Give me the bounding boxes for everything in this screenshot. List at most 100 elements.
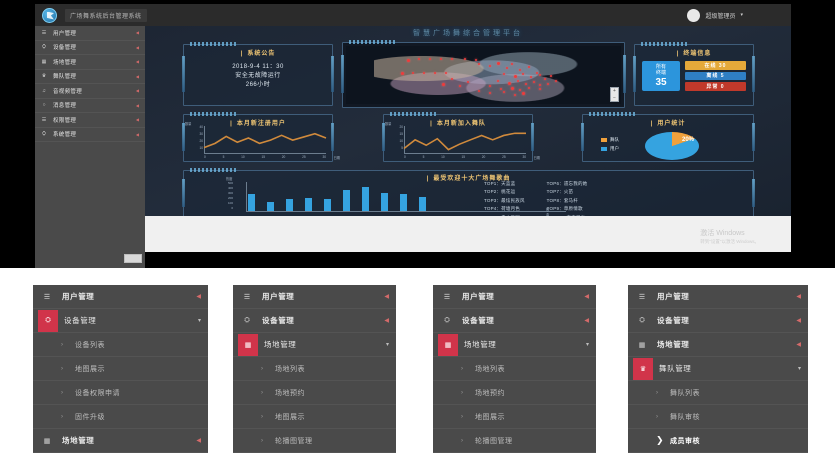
sidebar-item-3[interactable]: ▦ 场地管理 ◀ — [35, 55, 145, 70]
chevron-left-icon[interactable]: ◀ — [796, 294, 801, 300]
user-menu[interactable]: 超级管理员 ▾ — [687, 8, 743, 22]
panel-china-map[interactable]: + − — [341, 40, 626, 108]
submenu-item-6[interactable]: › 地图展示 — [433, 405, 596, 429]
chevron-down-icon[interactable]: ▾ — [197, 318, 201, 324]
line-series — [404, 130, 526, 154]
y-tick: 200 — [228, 195, 234, 200]
map-marker — [508, 81, 512, 85]
sidebar-item-4[interactable]: ♛ 舞队管理 ◀ — [35, 70, 145, 84]
bar-TOP7 — [362, 186, 369, 211]
y-axis-ticks: 20 15 10 5 — [388, 125, 403, 150]
submenu-item-5[interactable]: › 舞队列表 — [628, 381, 808, 405]
chevron-left-icon[interactable]: ◀ — [384, 294, 389, 300]
submenu-item-5[interactable]: › 场地预约 — [233, 381, 396, 405]
chevron-left-icon[interactable]: ◀ — [796, 318, 801, 324]
chevron-left-icon[interactable]: ◀ — [584, 294, 589, 300]
chevron-down-icon[interactable]: ▾ — [797, 366, 801, 372]
ranking-column-right: TOP6：遗忘我的她 TOP7：火苗 TOP8：套马杆 TOP9：草原情歌 TOP10：… — [547, 181, 588, 216]
submenu-item-5[interactable]: › 场地预约 — [433, 381, 596, 405]
submenu-item-6[interactable]: › 地图展示 — [233, 405, 396, 429]
map-zoom-out-button[interactable]: − — [613, 95, 616, 101]
y-tick: 400 — [228, 185, 234, 190]
submenu-item-6[interactable]: › 舞队审核 — [628, 405, 808, 429]
bar-TOP8 — [381, 193, 388, 211]
chevron-left-icon[interactable]: ◀ — [196, 438, 201, 444]
terminal-status-3: 异常 0 — [685, 82, 746, 91]
chevron-left-icon[interactable]: ◀ — [135, 44, 139, 50]
chevron-left-icon[interactable]: ◀ — [135, 73, 139, 79]
submenu-item-5[interactable]: › 设备权限申请 — [33, 381, 208, 405]
sidebar-item-2[interactable]: ⛭ 设备管理 ◀ — [35, 41, 145, 55]
y-axis-ticks: 500 400 300 200 100 0 — [228, 181, 234, 210]
title-marker: | — [430, 121, 433, 127]
map-zoom-control[interactable]: + − — [610, 87, 619, 102]
y-tick: 500 — [228, 181, 234, 185]
card-team: ☰ 用户管理 ◀ ⛭ 设备管理 ◀ ▦ 场地管理 ◀ ♛ 舞队管理 ▾ › 舞队列表 › 舞队审核 ❯ 成员审核 — [628, 285, 808, 453]
submenu-item-6[interactable]: › 固件升级 — [33, 405, 208, 429]
menu-item-4[interactable]: ♛ 舞队管理 ▾ — [628, 357, 808, 381]
submenu-item-label: 场地列表 — [275, 365, 305, 373]
chevron-left-icon[interactable]: ◀ — [135, 117, 139, 123]
chevron-left-icon[interactable]: ◀ — [384, 318, 389, 324]
submenu-item-7[interactable]: › 轮播图管理 — [233, 429, 396, 453]
menu-item-2[interactable]: ⛭ 设备管理 ◀ — [433, 309, 596, 333]
submenu-item-7[interactable]: ❯ 成员审核 — [628, 429, 808, 453]
map-marker — [489, 85, 491, 88]
panel-title-terminal: | 终端信息 — [676, 51, 712, 57]
sidebar-item-5[interactable]: ♫ 音视频管理 ◀ — [35, 84, 145, 99]
ranking-item: TOP7：火苗 — [546, 189, 574, 195]
map-marker — [544, 77, 546, 80]
map-canvas[interactable] — [346, 46, 621, 104]
submenu-item-4[interactable]: › 场地列表 — [433, 357, 596, 381]
sidebar-item-label: 消息管理 — [53, 103, 77, 110]
menu-item-3[interactable]: ▦ 场地管理 ▾ — [433, 333, 596, 357]
menu-item-1[interactable]: ☰ 用户管理 ◀ — [433, 285, 596, 309]
y-axis-label: 数量 — [185, 122, 192, 126]
sidebar-item-8[interactable]: ⛭ 系统管理 ◀ — [35, 128, 145, 142]
scrollbar-thumb[interactable] — [124, 254, 142, 263]
menu-item-label: 用户管理 — [62, 292, 95, 301]
menu-card-gallery: ☰ 用户管理 ◀ ⛭ 设备管理 ▾ › 设备列表 › 地图展示 › 设备权限申请 › 固件升级 ▦ 场地管理 ◀… — [0, 285, 835, 453]
chevron-right-icon: › — [61, 413, 63, 420]
panel-tickmarks — [190, 42, 238, 46]
chevron-down-icon[interactable]: ▾ — [585, 342, 589, 348]
pie-chart: 20% — [645, 132, 699, 160]
sidebar-item-6[interactable]: ○ 消息管理 ◀ — [35, 99, 145, 113]
submenu-item-4[interactable]: › 场地列表 — [233, 357, 396, 381]
menu-item-1[interactable]: ☰ 用户管理 ◀ — [33, 285, 208, 309]
avatar — [687, 8, 701, 22]
sidebar-item-7[interactable]: ☰ 权限管理 ◀ — [35, 113, 145, 128]
menu-item-7[interactable]: ▦ 场地管理 ◀ — [33, 429, 208, 453]
submenu-item-7[interactable]: › 轮播图管理 — [433, 429, 596, 453]
chevron-left-icon[interactable]: ◀ — [135, 131, 139, 137]
chevron-down-icon[interactable]: ▾ — [385, 342, 389, 348]
map-zoom-in-button[interactable]: + — [613, 88, 616, 94]
menu-item-2[interactable]: ⛭ 设备管理 ◀ — [233, 309, 396, 333]
menu-item-2[interactable]: ⛭ 设备管理 ◀ — [628, 309, 808, 333]
chart-new-users: 数量 40 30 20 10 0 5 10 15 20 25 30 日期 — [185, 122, 340, 160]
menu-item-3[interactable]: ▦ 场地管理 ▾ — [233, 333, 396, 357]
menu-item-1[interactable]: ☰ 用户管理 ◀ — [233, 285, 396, 309]
sidebar-item-1[interactable]: ☰ 用户管理 ◀ — [35, 26, 145, 41]
device-icon: ⛭ — [38, 309, 58, 332]
chevron-left-icon[interactable]: ◀ — [135, 102, 139, 108]
legend-label: 舞队 — [610, 137, 619, 142]
chevron-down-icon[interactable]: ▾ — [740, 12, 743, 18]
submenu-item-4[interactable]: › 地图展示 — [33, 357, 208, 381]
chevron-left-icon[interactable]: ◀ — [135, 88, 139, 94]
submenu-item-label: 地图展示 — [475, 413, 505, 421]
x-tick: 5 — [222, 155, 225, 159]
y-axis-line — [404, 126, 405, 154]
menu-item-2[interactable]: ⛭ 设备管理 ▾ — [33, 309, 208, 333]
app-window: 广场舞系统后台管理系统 超级管理员 ▾ ☰ 用户管理 ◀ ⛭ 设备管理 ◀ ▦ 场地管理 ◀ ♛ 舞… — [0, 0, 835, 268]
menu-item-label: 用户管理 — [262, 292, 295, 301]
chevron-left-icon[interactable]: ◀ — [135, 59, 139, 65]
chevron-left-icon[interactable]: ◀ — [796, 342, 801, 348]
menu-item-3[interactable]: ▦ 场地管理 ◀ — [628, 333, 808, 357]
chevron-left-icon[interactable]: ◀ — [135, 30, 139, 36]
submenu-item-3[interactable]: › 设备列表 — [33, 333, 208, 357]
bar-series — [248, 184, 426, 211]
chevron-left-icon[interactable]: ◀ — [584, 318, 589, 324]
menu-item-1[interactable]: ☰ 用户管理 ◀ — [628, 285, 808, 309]
chevron-left-icon[interactable]: ◀ — [196, 294, 201, 300]
